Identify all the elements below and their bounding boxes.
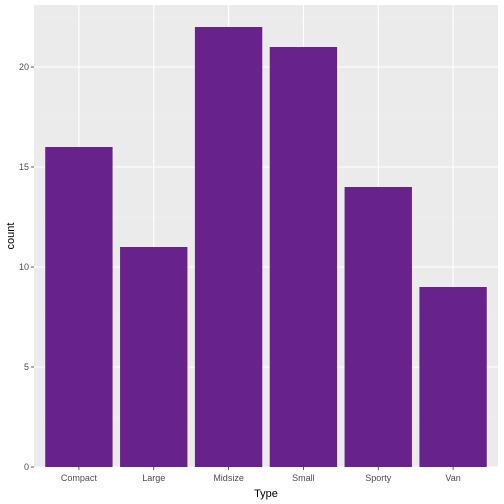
y-axis-ticks: 0 5 10 15 20 (19, 62, 34, 472)
bar-sporty (344, 187, 412, 467)
x-tick-label: Large (142, 473, 165, 483)
x-tick-label: Sporty (365, 473, 392, 483)
x-tick-label: Small (292, 473, 315, 483)
bar-small (269, 47, 338, 467)
y-tick-label: 5 (24, 362, 29, 372)
x-axis-title: Type (254, 488, 278, 500)
y-tick-label: 15 (19, 162, 29, 172)
bars (45, 27, 487, 467)
bar-large (120, 247, 188, 467)
x-tick-label: Compact (61, 473, 98, 483)
bar-compact (45, 147, 113, 467)
bar-van (419, 287, 487, 467)
y-axis-title: count (5, 223, 17, 250)
bar-midsize (194, 27, 263, 467)
y-tick-label: 0 (24, 462, 29, 472)
x-tick-label: Midsize (213, 473, 244, 483)
x-axis-ticks: Compact Large Midsize Small Sporty Van (61, 467, 461, 483)
x-tick-label: Van (445, 473, 460, 483)
y-tick-label: 20 (19, 62, 29, 72)
y-tick-label: 10 (19, 262, 29, 272)
